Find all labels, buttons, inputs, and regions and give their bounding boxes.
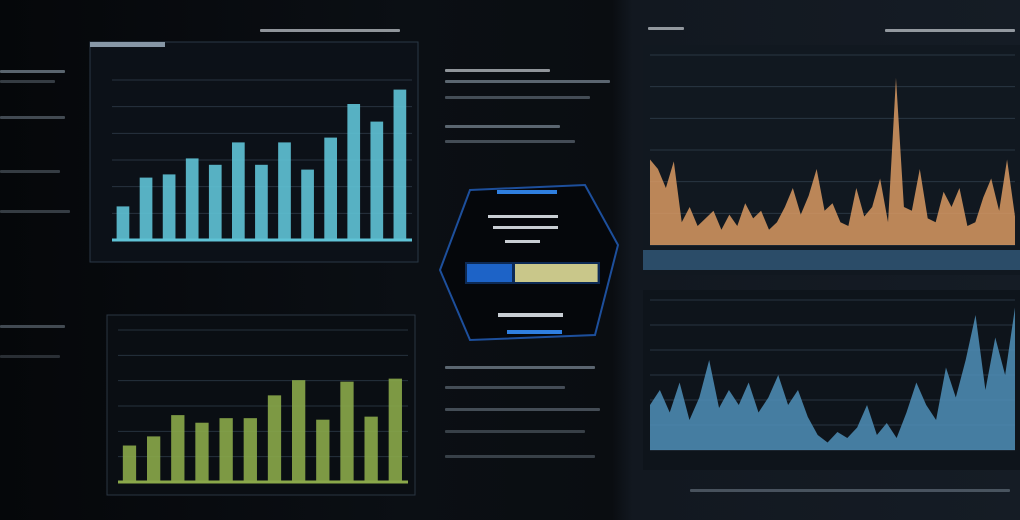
text-line [0,70,65,73]
bar [388,378,402,482]
gauge-label-line [498,313,563,317]
bar [278,142,291,240]
gauge-bar-fill [515,264,598,282]
gauge-bottom-accent [507,330,562,334]
gauge-text-line [505,240,540,243]
gauge-bar-blue [467,264,512,282]
bar [370,121,384,240]
text-line [0,116,65,119]
area-series [650,77,1015,245]
text-line [445,80,610,83]
gauge-text-line [488,215,558,218]
timeline-band [643,250,1020,270]
text-line [445,140,575,143]
text-line [885,29,1015,32]
text-line [690,489,1010,492]
text-line [445,69,550,72]
bar [324,137,337,240]
text-line [0,210,70,213]
bar [162,174,176,240]
gauge-widget [438,183,620,342]
text-line [445,96,590,99]
gauge-top-accent [497,190,557,194]
bar [340,381,354,482]
text-line [648,27,684,30]
text-line [445,366,595,369]
panel-tab [90,42,165,47]
bar [122,445,137,482]
bar [255,164,268,240]
bar [316,419,330,482]
bar [292,380,306,482]
bar [232,142,245,240]
bar [208,164,222,240]
bar [195,422,209,482]
text-line [445,430,585,433]
bar [139,177,153,240]
bar [347,104,361,240]
text-line [0,170,60,173]
bar [185,158,199,240]
text-line [445,455,595,458]
bar [219,418,233,482]
text-line [0,325,65,328]
text-line [445,125,560,128]
bar [171,415,185,482]
bar [267,395,282,482]
text-line [445,408,600,411]
bar [364,416,378,482]
chart-title-line [260,29,400,32]
bar [147,436,161,482]
top-left-chart-panel [89,41,419,263]
bar [243,418,257,482]
text-line [445,386,565,389]
bar [116,206,130,240]
text-line [0,355,60,358]
gauge-text-line [493,226,558,229]
bar [393,89,407,240]
bar [301,169,314,240]
area-series [650,307,1015,450]
text-line [0,80,55,83]
